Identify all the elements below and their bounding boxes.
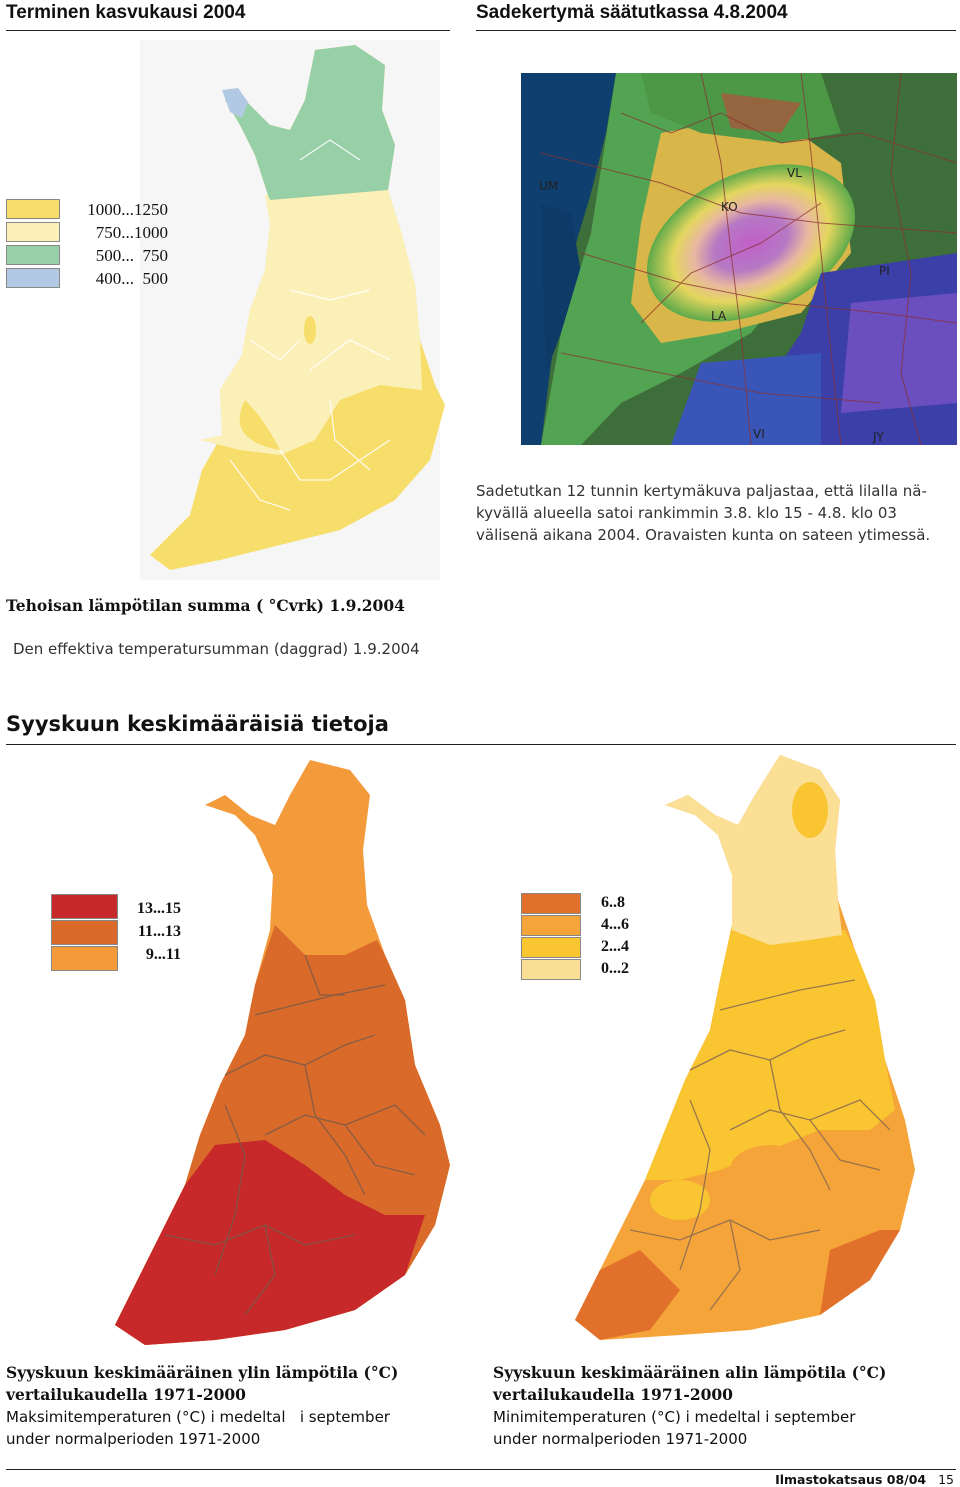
max-temp-caption-sv-1: Maksimitemperaturen (°C) i medeltal i se… <box>6 1408 390 1426</box>
min-legend-label-0-2: 0...2 <box>601 960 629 977</box>
max-temp-caption: Syyskuun keskimääräinen ylin lämpötila (… <box>6 1362 476 1450</box>
radar-accumulation-image: UM KO VL PI LA VI JY <box>521 73 957 445</box>
legend-label-750-1000: 750...1000 <box>95 223 168 242</box>
legend-swatch-750-1000 <box>6 222 60 242</box>
radar-caption-line-2: kyvällä alueella satoi rankimmin 3.8. kl… <box>476 504 897 522</box>
growing-season-map <box>140 40 445 580</box>
title-rule-right <box>476 30 956 31</box>
max-legend-label-13-15: 13...15 <box>137 900 181 917</box>
footer-publication: Ilmastokatsaus 08/04 <box>775 1472 927 1487</box>
growing-season-caption-fi: Tehoisan lämpötilan summa ( °Cvrk) 1.9.2… <box>6 596 405 615</box>
min-legend-swatch-6-8 <box>521 893 581 914</box>
max-temp-caption-sv-2: under normalperioden 1971-2000 <box>6 1430 261 1448</box>
radar-caption-line-3: välisenä aikana 2004. Oravaisten kunta o… <box>476 526 931 544</box>
max-legend-label-9-11: 9...11 <box>145 946 181 963</box>
legend-swatch-400-500 <box>6 268 60 288</box>
min-temp-caption-period: vertailukaudella 1971-2000 <box>493 1385 733 1404</box>
legend-swatch-500-750 <box>6 245 60 265</box>
min-temperature-map <box>575 755 915 1340</box>
max-temp-caption-period: vertailukaudella 1971-2000 <box>6 1385 246 1404</box>
legend-label-1000-1250: 1000...1250 <box>87 200 168 219</box>
radar-label-vl: VL <box>787 166 802 180</box>
radar-caption-line-1: Sadetutkan 12 tunnin kertymäkuva paljast… <box>476 482 927 500</box>
radar-label-jy: JY <box>872 430 885 444</box>
radar-label-um: UM <box>539 179 558 193</box>
legend-label-400-500: 400... 500 <box>95 269 168 288</box>
min-legend-swatch-4-6 <box>521 915 581 936</box>
footer-rule <box>6 1469 956 1470</box>
max-legend-swatch-9-11 <box>51 946 118 971</box>
radar-label-vi: VI <box>753 427 765 441</box>
title-rule-left <box>6 30 450 31</box>
max-temperature-map <box>115 760 450 1345</box>
radar-caption: Sadetutkan 12 tunnin kertymäkuva paljast… <box>476 480 956 546</box>
max-legend-swatch-11-13 <box>51 920 118 945</box>
min-legend-swatch-2-4 <box>521 937 581 958</box>
min-legend-label-4-6: 4...6 <box>601 916 629 933</box>
min-temp-caption-sv-2: under normalperioden 1971-2000 <box>493 1430 748 1448</box>
footer-page-number: 15 <box>938 1472 954 1487</box>
growing-season-title: Terminen kasvukausi 2004 <box>6 2 246 23</box>
min-legend-swatch-0-2 <box>521 959 581 980</box>
max-temp-caption-title: Syyskuun keskimääräinen ylin lämpötila (… <box>6 1363 399 1382</box>
radar-label-pi: PI <box>879 264 890 278</box>
radar-label-la: LA <box>711 309 727 323</box>
min-temp-caption-sv-1: Minimitemperaturen (°C) i medeltal i sep… <box>493 1408 856 1426</box>
legend-swatch-1000-1250 <box>6 199 60 219</box>
radar-label-ko: KO <box>721 200 738 214</box>
min-legend-label-2-4: 2...4 <box>601 938 629 955</box>
growing-season-caption-sv: Den effektiva temperatursumman (daggrad)… <box>13 640 420 658</box>
radar-title: Sadekertymä säätutkassa 4.8.2004 <box>476 2 788 23</box>
footer: Ilmastokatsaus 08/04 15 <box>775 1472 954 1487</box>
section-title: Syyskuun keskimääräisiä tietoja <box>6 712 389 736</box>
section-rule <box>6 744 956 745</box>
min-legend-label-6-8: 6..8 <box>601 894 625 911</box>
legend-label-500-750: 500... 750 <box>95 246 168 265</box>
max-legend-swatch-13-15 <box>51 894 118 919</box>
min-temp-caption-title: Syyskuun keskimääräinen alin lämpötila (… <box>493 1363 887 1382</box>
max-legend-label-11-13: 11...13 <box>137 923 181 940</box>
min-temp-caption: Syyskuun keskimääräinen alin lämpötila (… <box>493 1362 953 1450</box>
